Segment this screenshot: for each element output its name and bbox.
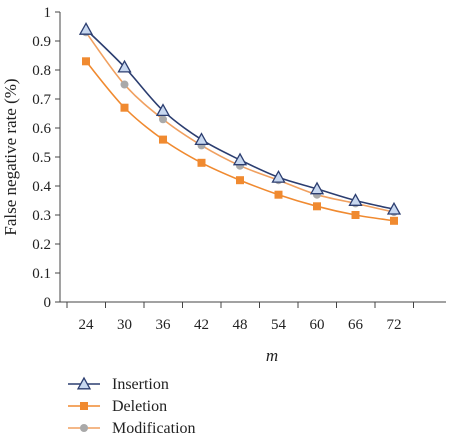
axes [59,12,446,303]
data-point-deletion [159,135,167,144]
y-tick-label: 0.2 [32,237,51,253]
y-tick-label: 1 [44,5,52,21]
x-tick-label: 36 [156,317,172,333]
data-point-deletion [351,211,360,219]
data-point-deletion [120,103,129,112]
y-tick-label: 0.8 [32,63,51,79]
series-line-deletion [85,60,395,222]
y-tick-label: 0.1 [32,266,51,282]
y-ticks: 0 0.1 0.2 0.3 0.4 0.5 0.6 0.7 0.8 0.9 1 [32,5,60,311]
data-point-insertion [194,132,209,146]
data-point-deletion [236,176,244,185]
legend-item-insertion: Insertion [68,376,169,393]
data-point-insertion [232,152,248,166]
legend-item-deletion: Deletion [68,398,167,415]
legend-label: Insertion [112,376,169,393]
data-point-deletion [313,202,321,211]
y-tick-label: 0.3 [32,208,51,224]
y-tick-label: 0.7 [32,92,51,108]
y-tick-label: 0.6 [32,121,51,137]
x-tick-label: 42 [194,317,209,333]
x-tick-label: 30 [117,317,132,333]
y-tick-label: 0.5 [32,150,51,166]
series-line-modification [85,31,395,213]
series-deletion [82,57,398,225]
y-tick-label: 0 [44,295,52,311]
series-group [78,22,402,225]
series-modification [82,28,398,217]
x-axis-title: m [266,346,278,365]
x-tick-label: 66 [348,317,364,333]
legend-swatch-marker [80,424,88,432]
x-tick-label: 54 [271,317,287,333]
y-tick-label: 0.4 [32,179,51,195]
x-ticks: 24 30 36 42 48 54 60 66 72 [66,302,414,333]
data-point-insertion [117,59,132,73]
data-point-insertion [155,103,171,117]
y-tick-label: 0.9 [32,34,51,50]
x-tick-label: 48 [233,317,248,333]
legend-item-modification: Modification [68,420,196,437]
y-axis-title: False negative rate (%) [1,78,20,235]
data-point-deletion [197,158,206,167]
data-point-modification [159,115,167,124]
x-tick-label: 72 [387,317,402,333]
legend-swatch-marker [80,402,88,410]
data-point-modification [120,80,129,89]
legend-swatch-marker [76,376,92,390]
legend-label: Modification [112,420,196,437]
legend: Insertion Deletion Modification [68,376,196,437]
data-point-insertion [348,193,363,206]
x-tick-label: 24 [79,317,95,333]
series-insertion [78,22,402,215]
data-point-insertion [271,169,286,183]
data-point-deletion [82,57,90,66]
legend-label: Deletion [112,398,167,415]
data-point-deletion [390,216,398,225]
data-point-deletion [274,190,283,199]
data-point-insertion [309,181,325,195]
data-point-insertion [386,201,402,215]
data-point-insertion [78,22,94,35]
x-tick-label: 60 [310,317,325,333]
